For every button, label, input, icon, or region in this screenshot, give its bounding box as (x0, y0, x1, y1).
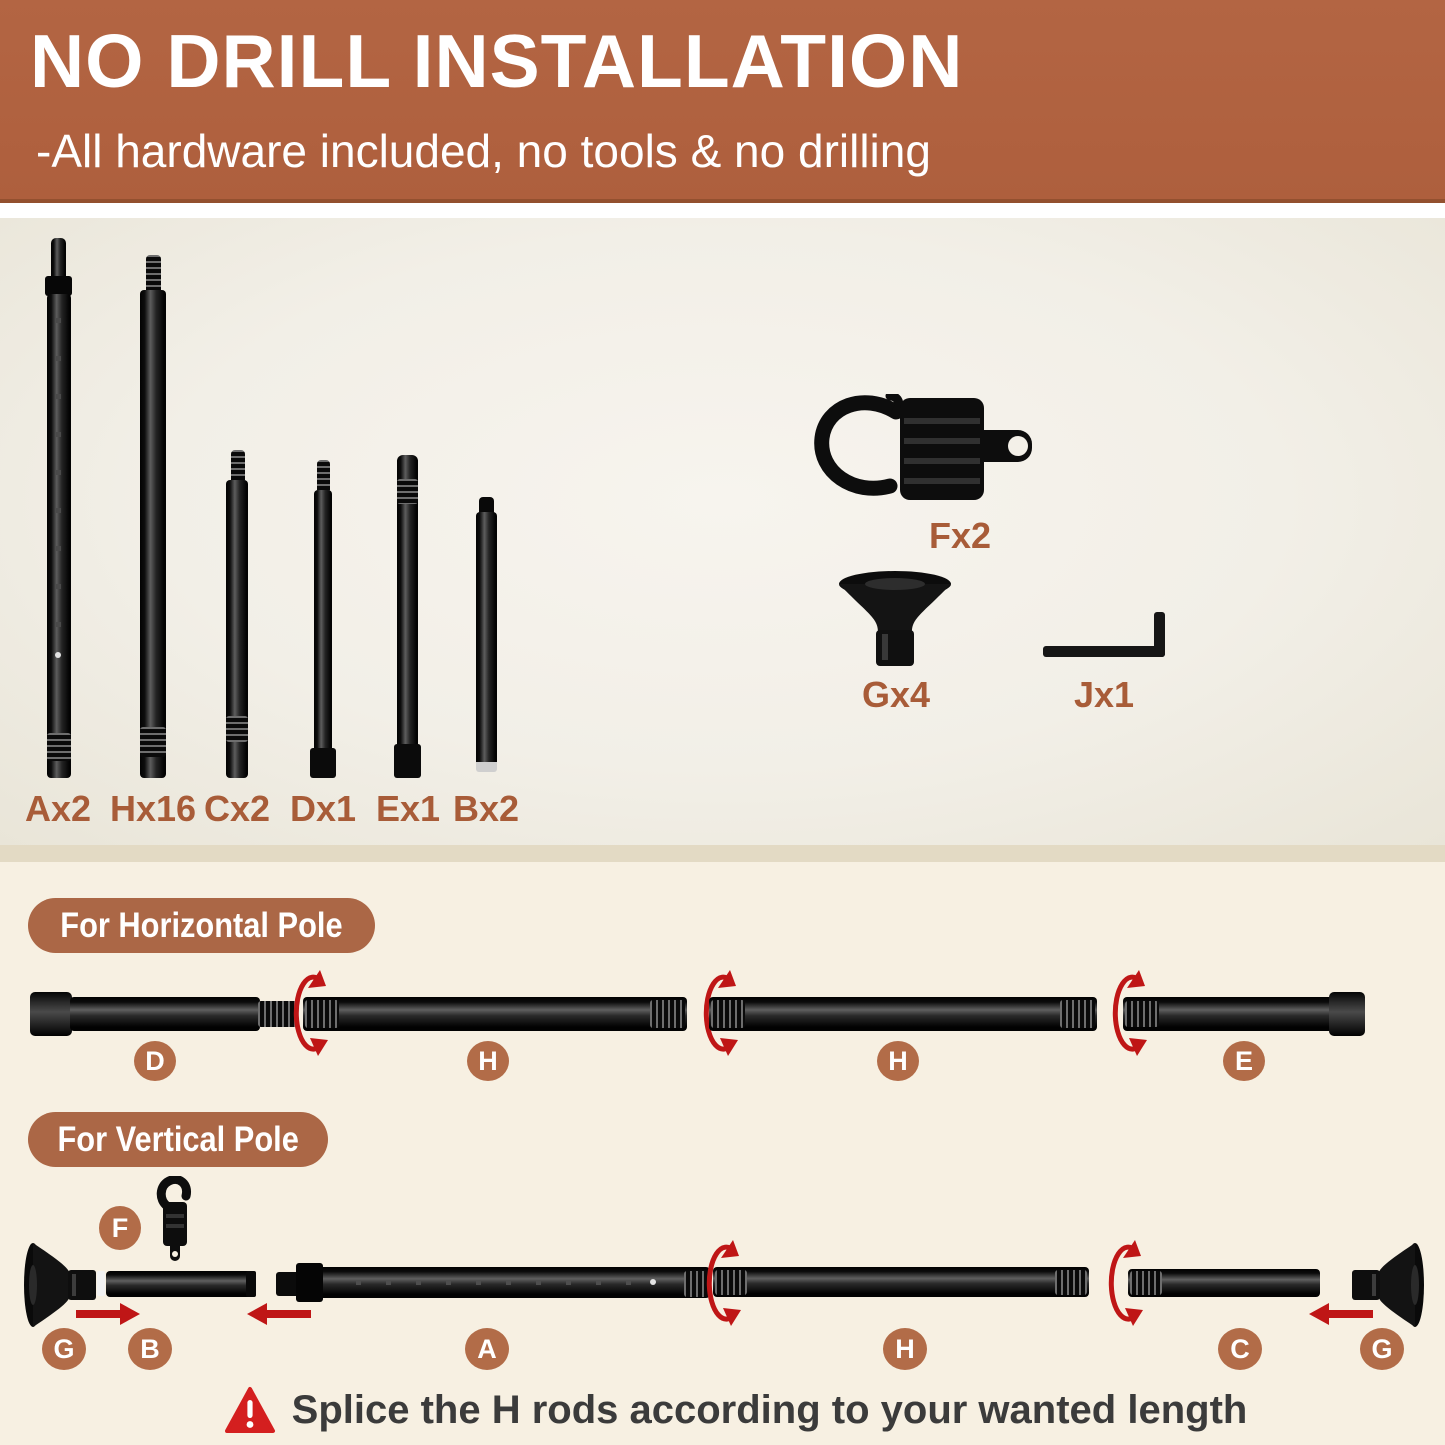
segment-h2 (709, 997, 1097, 1031)
pole-b-tip-highlight (476, 762, 497, 772)
header-banner: NO DRILL INSTALLATION -All hardware incl… (0, 0, 1445, 203)
header-separator (0, 203, 1445, 218)
page-title: NO DRILL INSTALLATION (30, 19, 964, 103)
pole-b-cap (479, 497, 494, 514)
pole-a-hole-highlight (55, 652, 61, 658)
segment-h1-threads-left (305, 1000, 339, 1028)
push-right-arrow-icon (76, 1303, 140, 1325)
badge-h1: H (467, 1041, 509, 1081)
segment-a-holes (356, 1280, 656, 1285)
segment-d (70, 997, 260, 1031)
pole-a-threads (47, 733, 71, 761)
rotate-arrow-icon (706, 1240, 741, 1326)
warning-text: Splice the H rods according to your want… (291, 1387, 1248, 1432)
rotate-arrow-icon (293, 970, 328, 1056)
push-left-arrow-icon (247, 1303, 311, 1325)
pole-c-threads-top (231, 450, 245, 484)
pole-d-end-cap (30, 992, 72, 1036)
segment-b-end (246, 1271, 256, 1297)
part-label-j: Jx1 (1073, 674, 1135, 715)
part-label-f: Fx2 (928, 515, 992, 556)
badge-e: E (1223, 1041, 1265, 1081)
pole-c-threads-bottom (226, 716, 248, 742)
pole-e-end-cap (1329, 992, 1365, 1036)
pole-shim (97, 1271, 105, 1296)
flange-right-icon (1352, 1243, 1424, 1327)
pole-d-threads-top (317, 460, 330, 494)
segment-e-threads (1125, 1001, 1159, 1027)
page-subtitle: -All hardware included, no tools & no dr… (36, 125, 931, 177)
pole-a-holes (56, 318, 61, 648)
rotate-arrow-icon (703, 970, 738, 1056)
vertical-pole-heading: For Vertical Pole (57, 1119, 299, 1159)
rotate-arrow-icon (1108, 1240, 1143, 1326)
flange-left-icon (24, 1243, 96, 1327)
segment-h1-threads-right (650, 1000, 685, 1028)
badge-f: F (99, 1206, 141, 1250)
badge-a: A (465, 1328, 509, 1370)
segment-d-threads (258, 1001, 298, 1027)
pole-b-body (476, 512, 497, 768)
pole-h-body (140, 290, 166, 778)
pole-d-body (314, 490, 332, 752)
part-label-h: Hx16 (109, 788, 197, 829)
horizontal-pole-heading: For Horizontal Pole (60, 905, 343, 945)
section-divider (0, 845, 1445, 862)
allen-key-short-arm (1154, 612, 1165, 657)
segment-a-hole-highlight (650, 1279, 656, 1285)
warning-note: Splice the H rods according to your want… (0, 1386, 1445, 1434)
segment-h3-threads-right (1055, 1270, 1087, 1295)
part-label-b: Bx2 (452, 788, 520, 829)
segment-b (106, 1271, 256, 1297)
allen-key-long-arm (1043, 646, 1165, 657)
segment-a-collar (296, 1263, 323, 1302)
part-label-g: Gx4 (861, 674, 931, 715)
warning-triangle-icon (224, 1387, 275, 1433)
pole-d-socket (310, 748, 336, 778)
badge-c: C (1218, 1328, 1262, 1370)
hook-clamp-small-icon (156, 1176, 192, 1261)
segment-a-threads (684, 1271, 710, 1297)
pole-c-body (226, 480, 248, 778)
segment-h3-threads-left (715, 1270, 747, 1295)
pole-e-threads (397, 479, 418, 504)
push-left-arrow-icon (1309, 1303, 1373, 1325)
badge-b: B (128, 1328, 172, 1370)
rotate-arrow-icon (1112, 970, 1147, 1056)
badge-h2: H (877, 1041, 919, 1081)
part-label-a: Ax2 (24, 788, 92, 829)
segment-c-threads (1130, 1271, 1162, 1295)
pole-e-body (397, 455, 418, 748)
parts-section: Ax2 Hx16 Cx2 Dx1 Ex1 Bx2 Fx2 Gx4 Jx1 (0, 218, 1445, 845)
pole-e-socket (394, 744, 421, 778)
pole-a-collar (45, 276, 72, 296)
part-label-e: Ex1 (375, 788, 441, 829)
segment-h2-threads-left (711, 1000, 745, 1028)
badge-d: D (134, 1041, 176, 1081)
part-label-d: Dx1 (289, 788, 357, 829)
badge-g-right: G (1360, 1328, 1404, 1370)
segment-h1 (303, 997, 687, 1031)
vertical-pole-heading-pill: For Vertical Pole (28, 1112, 328, 1167)
flange-mount-icon (839, 571, 951, 666)
part-label-c: Cx2 (203, 788, 271, 829)
badge-h3: H (883, 1328, 927, 1370)
horizontal-pole-heading-pill: For Horizontal Pole (28, 898, 375, 953)
badge-g-left: G (42, 1328, 86, 1370)
segment-h3 (713, 1267, 1089, 1297)
pole-h-threads-bottom (140, 727, 166, 757)
pole-h-threads-top (146, 255, 161, 295)
segment-h2-threads-right (1060, 1000, 1095, 1028)
hook-clamp-icon (814, 394, 1032, 500)
